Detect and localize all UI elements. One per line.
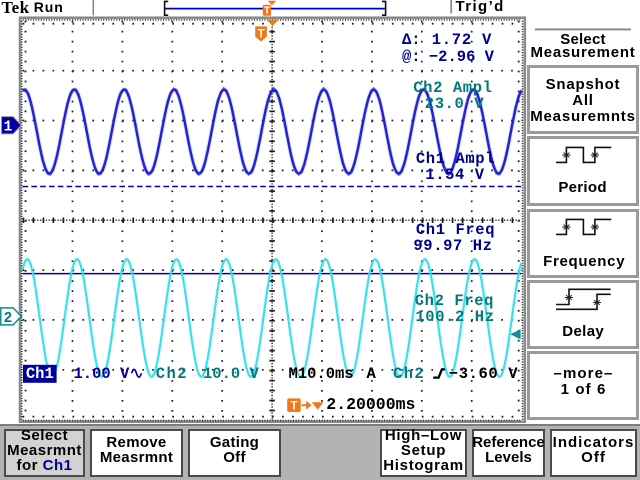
svg-text:T: T bbox=[264, 6, 270, 17]
svg-text:T: T bbox=[258, 28, 265, 40]
svg-text:2: 2 bbox=[4, 311, 13, 327]
svg-text:T: T bbox=[290, 401, 297, 413]
svg-text:1: 1 bbox=[4, 120, 13, 136]
